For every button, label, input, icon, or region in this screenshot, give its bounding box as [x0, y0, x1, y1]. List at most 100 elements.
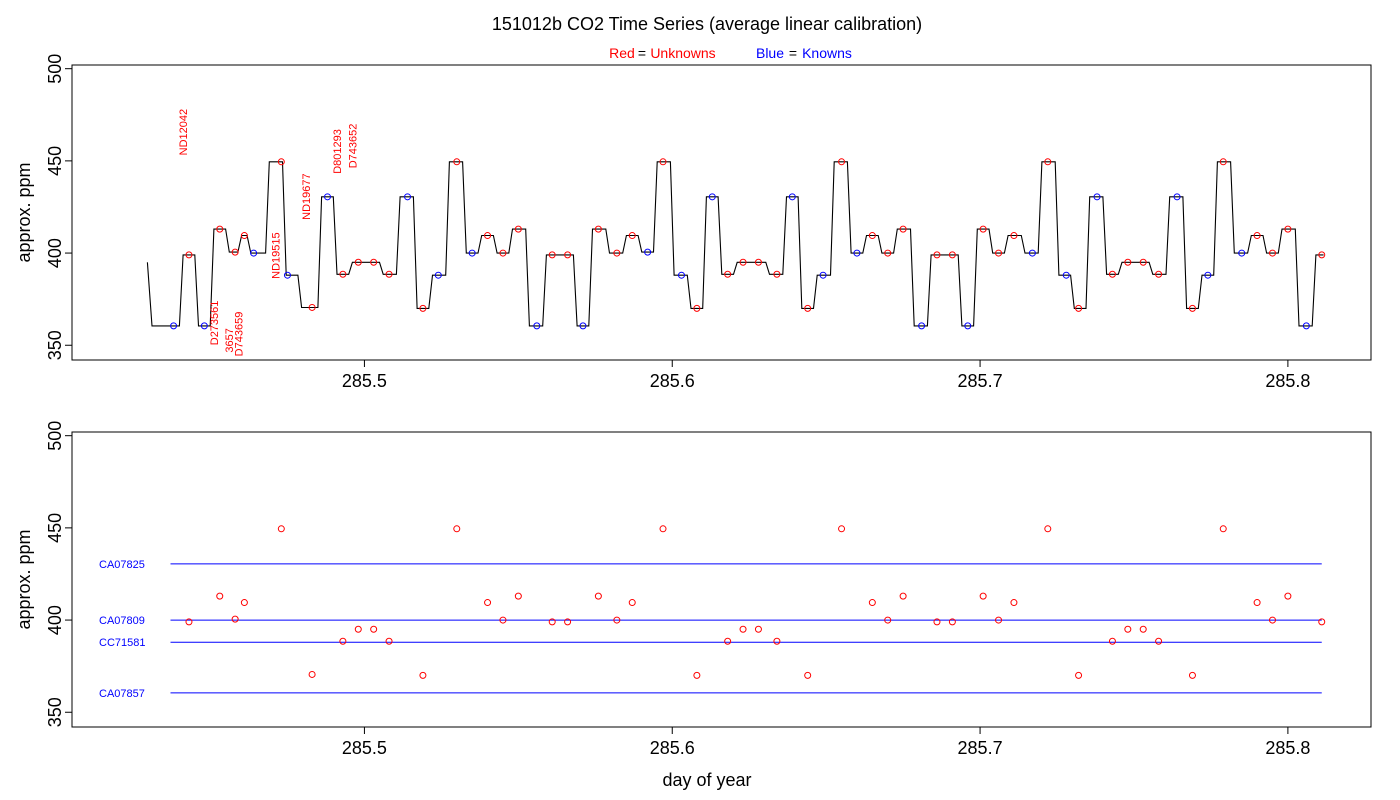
unknown-point	[1108, 637, 1116, 645]
known-marker	[323, 193, 331, 201]
x-axis-label: day of year	[662, 770, 751, 790]
unknown-point	[185, 618, 193, 626]
unknown-marker	[1044, 158, 1052, 166]
standard-reference-label: CA07857	[99, 688, 145, 700]
bottom-y-tick-label: 400	[45, 605, 65, 635]
unknown-point	[216, 592, 224, 600]
known-marker	[918, 322, 926, 330]
standard-reference-label: CA07825	[99, 559, 145, 571]
unknown-point	[277, 525, 285, 533]
sample-id-annotation: D801293	[332, 129, 344, 174]
unknown-marker	[628, 232, 636, 240]
unknown-point	[594, 592, 602, 600]
unknown-point	[370, 625, 378, 633]
bottom-y-tick-label: 500	[45, 421, 65, 451]
unknown-marker	[453, 158, 461, 166]
unknown-marker	[385, 270, 393, 278]
known-marker	[1062, 271, 1070, 279]
known-marker	[468, 249, 476, 257]
unknown-point	[1188, 671, 1196, 679]
known-marker	[533, 322, 541, 330]
top-panel: 285.5 285.6 285.7 285.8 350 400 450 500 approx. …	[14, 54, 1372, 391]
unknown-marker	[739, 258, 747, 266]
known-marker	[788, 193, 796, 201]
unknown-marker	[868, 232, 876, 240]
unknown-point	[354, 625, 362, 633]
unknown-marker	[1124, 258, 1132, 266]
sample-id-annotation: ND19677	[301, 173, 313, 219]
unknown-marker	[613, 249, 621, 257]
known-marker	[1028, 249, 1036, 257]
sample-id-annotation: ND12042	[178, 109, 190, 155]
known-marker	[250, 249, 258, 257]
unknown-point	[628, 599, 636, 607]
unknown-point	[948, 618, 956, 626]
unknown-marker	[1188, 304, 1196, 312]
top-y-tick-label: 400	[45, 238, 65, 268]
unknown-marker	[548, 251, 556, 259]
known-marker	[644, 248, 652, 256]
legend-red-text: Unknowns	[650, 45, 715, 61]
unknown-point	[724, 637, 732, 645]
known-marker	[1173, 193, 1181, 201]
unknown-marker	[995, 249, 1003, 257]
bottom-panel: 285.5 285.6 285.7 285.8 350 400 450 500 approx. …	[14, 421, 1372, 758]
unknown-marker	[339, 270, 347, 278]
top-x-tick-label: 285.8	[1265, 371, 1310, 391]
unknown-point	[339, 637, 347, 645]
unknown-point	[804, 671, 812, 679]
unknown-point	[739, 625, 747, 633]
standard-reference-label: CC71581	[99, 637, 145, 649]
bottom-x-tick-label: 285.6	[650, 738, 695, 758]
unknown-marker	[773, 270, 781, 278]
legend-red-eq: =	[638, 45, 646, 61]
unknown-marker	[514, 225, 522, 233]
unknown-marker	[499, 249, 507, 257]
unknown-point	[1139, 625, 1147, 633]
unknown-point	[1268, 616, 1276, 624]
bottom-y-axis-label: approx. ppm	[14, 529, 34, 629]
unknown-marker	[948, 251, 956, 259]
unknown-point	[514, 592, 522, 600]
sample-id-annotation: ND19515	[270, 232, 282, 278]
unknown-point	[754, 625, 762, 633]
unknown-marker	[1108, 270, 1116, 278]
standard-reference-label: CA07809	[99, 615, 145, 627]
unknown-marker	[370, 258, 378, 266]
unknown-marker	[804, 304, 812, 312]
legend: Red = Unknowns Blue = Knowns	[609, 45, 852, 61]
unknown-marker	[884, 249, 892, 257]
bottom-x-tick-label: 285.7	[958, 738, 1003, 758]
sample-id-annotation: D743652	[347, 124, 359, 169]
known-marker	[434, 271, 442, 279]
unknown-marker	[1219, 158, 1227, 166]
top-y-tick-label: 450	[45, 146, 65, 176]
unknown-point	[548, 618, 556, 626]
unknown-marker	[216, 225, 224, 233]
unknown-point	[1253, 599, 1261, 607]
unknown-point	[773, 637, 781, 645]
unknown-marker	[838, 158, 846, 166]
unknown-point	[1318, 618, 1326, 626]
known-marker	[853, 249, 861, 257]
unknown-point	[1124, 625, 1132, 633]
unknown-point	[1219, 525, 1227, 533]
top-y-tick-label: 500	[45, 54, 65, 84]
known-marker	[170, 322, 178, 330]
sample-id-annotation: 3657	[224, 328, 236, 352]
unknown-marker	[594, 225, 602, 233]
unknown-marker	[754, 258, 762, 266]
unknown-marker	[899, 225, 907, 233]
unknown-marker	[1075, 304, 1083, 312]
unknown-point	[1075, 671, 1083, 679]
top-y-axis-label: approx. ppm	[14, 162, 34, 262]
unknown-marker	[354, 258, 362, 266]
chart-title: 151012b CO2 Time Series (average linear …	[492, 14, 922, 34]
unknown-point	[564, 618, 572, 626]
top-x-tick-label: 285.7	[958, 371, 1003, 391]
known-marker	[579, 322, 587, 330]
unknown-point	[231, 615, 239, 623]
unknown-point	[499, 616, 507, 624]
unknown-point	[240, 599, 248, 607]
